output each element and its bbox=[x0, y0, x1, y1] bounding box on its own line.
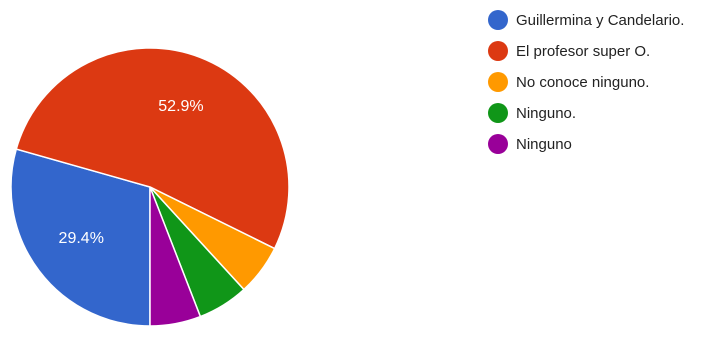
legend-swatch bbox=[488, 103, 508, 123]
legend-swatch bbox=[488, 41, 508, 61]
chart-legend: Guillermina y Candelario. El profesor su… bbox=[488, 9, 684, 164]
pie-slice[interactable] bbox=[15, 47, 290, 250]
pie-slice[interactable] bbox=[149, 186, 202, 327]
legend-label: El profesor super O. bbox=[516, 42, 651, 60]
pie-slice[interactable] bbox=[10, 148, 151, 327]
legend-item[interactable]: Ninguno bbox=[488, 133, 684, 155]
legend-item[interactable]: El profesor super O. bbox=[488, 40, 684, 62]
legend-item[interactable]: Ninguno. bbox=[488, 102, 684, 124]
slice-data-label: 29.4% bbox=[59, 230, 104, 247]
legend-swatch bbox=[488, 134, 508, 154]
legend-swatch bbox=[488, 72, 508, 92]
legend-label: Ninguno bbox=[516, 135, 572, 153]
slice-data-label: 52.9% bbox=[158, 98, 203, 115]
legend-label: Ninguno. bbox=[516, 104, 577, 122]
legend-label: Guillermina y Candelario. bbox=[516, 11, 685, 29]
legend-label: No conoce ninguno. bbox=[516, 73, 650, 91]
legend-item[interactable]: No conoce ninguno. bbox=[488, 71, 684, 93]
legend-swatch bbox=[488, 10, 508, 30]
legend-item[interactable]: Guillermina y Candelario. bbox=[488, 9, 684, 31]
